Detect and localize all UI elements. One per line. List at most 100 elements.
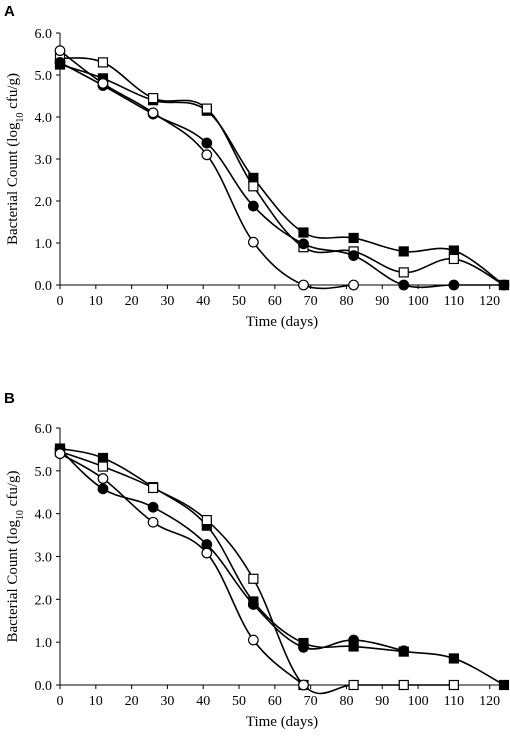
series-line-filled-circle: [59, 61, 504, 289]
chart-panel-b: B 0.0 1.0 2.0 3.0 4.0 5.0 6.0 0 10 20 30 40 50 60 70 80 9…: [4, 390, 510, 730]
data-point-filled-circle: [398, 645, 410, 657]
x-tick-label: 0: [57, 294, 64, 309]
panel-label: A: [4, 3, 15, 20]
y-tick-label: 3.0: [35, 551, 53, 566]
y-tick-label: 2.0: [35, 195, 53, 210]
series-line-filled-circle: [59, 448, 404, 652]
data-point-open-circle: [298, 279, 309, 291]
data-point-open-circle: [201, 149, 213, 161]
data-point-open-square: [201, 103, 212, 114]
data-point-filled-square: [448, 245, 459, 256]
x-tick-label: 10: [89, 694, 103, 709]
data-point-open-circle: [54, 45, 66, 57]
data-point-filled-circle: [147, 501, 159, 513]
y-tick-label: 2.0: [35, 593, 53, 608]
x-tick-label: 120: [479, 294, 500, 309]
y-axis-title-part: Bacterial Count (log: [5, 520, 21, 643]
y-tick-label: 6.0: [35, 27, 53, 42]
y-axis-title: Bacterial Count (log10 cfu/g): [5, 470, 26, 642]
x-tick-label: 50: [232, 694, 246, 709]
data-point-open-square: [448, 253, 459, 265]
x-tick-label: 40: [196, 294, 210, 309]
data-point-open-circle: [54, 448, 66, 460]
data-point-open-square: [147, 92, 159, 104]
data-point-filled-circle: [348, 250, 360, 262]
data-point-filled-circle: [348, 634, 360, 646]
data-point-filled-square: [398, 246, 409, 257]
data-point-filled-square: [448, 653, 459, 664]
data-point-filled-circle: [398, 279, 410, 291]
data-point-open-square: [248, 181, 259, 192]
x-tick-label: 60: [268, 294, 282, 309]
x-tick-label: 0: [57, 694, 64, 709]
chart-panel-a: A 0.0 1.0 2.0 3.0 4.0 5.0 6.0 0 10 20 30 40 50 60 70 80 9…: [4, 3, 510, 330]
series-line-open-circle: [59, 453, 305, 686]
x-tick-label: 80: [339, 694, 353, 709]
data-point-open-circle: [97, 77, 109, 89]
x-tick-label: 70: [304, 694, 318, 709]
y-tick-label: 6.0: [35, 422, 53, 437]
data-point-filled-square: [298, 227, 309, 238]
data-point-open-square: [448, 679, 459, 691]
y-tick-label: 1.0: [35, 237, 53, 252]
y-axis-title: Bacterial Count (log10 cfu/g): [5, 73, 26, 245]
y-axis-title-part: Bacterial Count (log: [5, 122, 21, 245]
data-point-filled-circle: [247, 200, 259, 212]
y-axis-title-subscript: 10: [15, 510, 26, 520]
data-point-open-circle: [247, 634, 259, 646]
x-tick-label: 80: [339, 294, 353, 309]
data-point-filled-square: [498, 679, 510, 691]
data-point-open-square: [398, 267, 409, 278]
data-point-open-square: [147, 482, 159, 494]
y-tick-label: 0.0: [35, 679, 53, 694]
x-tick-label: 70: [304, 294, 318, 309]
y-tick-label: 0.0: [35, 279, 53, 294]
data-point-open-square: [248, 573, 259, 584]
y-tick-label: 1.0: [35, 636, 53, 651]
y-axis-title-subscript: 10: [15, 113, 26, 123]
x-axis-title: Time (days): [246, 714, 318, 730]
data-point-filled-circle: [201, 137, 213, 149]
data-point-open-circle: [97, 473, 109, 484]
x-tick-label: 110: [444, 694, 464, 709]
data-point-filled-circle: [498, 279, 510, 291]
x-tick-label: 120: [479, 694, 500, 709]
x-tick-label: 20: [125, 694, 139, 709]
y-tick-label: 5.0: [35, 465, 53, 480]
data-point-open-square: [97, 461, 109, 472]
data-point-filled-circle: [298, 238, 309, 250]
y-axis-title-part: cfu/g): [5, 470, 21, 510]
series-line-filled-square: [59, 447, 505, 686]
x-tick-label: 40: [196, 694, 210, 709]
data-point-open-square: [97, 57, 109, 68]
x-tick-label: 20: [125, 294, 139, 309]
data-point-open-circle: [147, 107, 159, 119]
x-tick-label: 10: [89, 294, 103, 309]
data-point-open-circle: [348, 279, 360, 291]
data-point-open-circle: [147, 516, 159, 528]
data-point-filled-circle: [97, 483, 109, 495]
x-tick-label: 30: [160, 694, 174, 709]
series-line-open-square: [59, 57, 505, 286]
data-point-filled-circle: [247, 599, 259, 610]
x-tick-label: 50: [232, 294, 246, 309]
y-axis-title-part: cfu/g): [5, 73, 21, 113]
data-point-filled-square: [348, 232, 359, 244]
x-axis-title: Time (days): [246, 314, 318, 330]
series-line-open-square: [59, 450, 454, 695]
data-point-open-circle: [247, 236, 259, 248]
y-tick-label: 4.0: [35, 111, 53, 126]
data-point-open-circle: [298, 679, 309, 691]
x-tick-label: 60: [268, 694, 282, 709]
y-tick-label: 3.0: [35, 153, 53, 168]
data-point-filled-square: [97, 452, 109, 464]
panel-label: B: [4, 390, 15, 407]
data-point-open-square: [398, 679, 409, 691]
y-tick-label: 5.0: [35, 69, 53, 84]
x-tick-label: 90: [375, 694, 389, 709]
data-point-filled-circle: [448, 279, 460, 291]
x-tick-label: 110: [444, 294, 464, 309]
data-point-open-square: [201, 514, 212, 526]
y-tick-label: 4.0: [35, 508, 53, 523]
